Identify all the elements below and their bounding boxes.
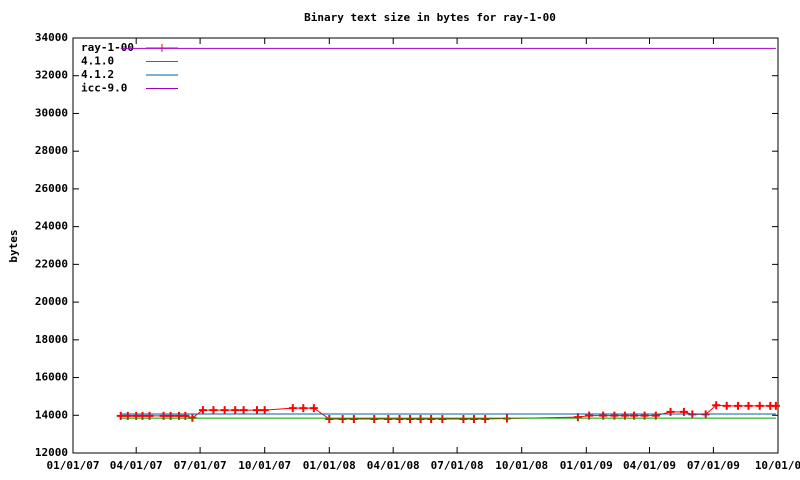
point-marker: [771, 401, 780, 410]
point-marker: [481, 415, 490, 424]
x-tick-label: 07/01/09: [687, 459, 740, 472]
x-tick-label: 01/01/07: [47, 459, 100, 472]
point-marker: [231, 406, 240, 415]
y-tick-label: 16000: [35, 371, 68, 384]
point-marker: [145, 411, 154, 420]
point-marker: [679, 407, 688, 416]
point-marker: [159, 411, 168, 420]
x-tick-label: 01/01/08: [303, 459, 356, 472]
y-tick-label: 34000: [35, 31, 68, 44]
point-marker: [198, 406, 207, 415]
y-tick-label: 24000: [35, 220, 68, 233]
y-tick-label: 14000: [35, 408, 68, 421]
x-tick-label: 10/01/08: [495, 459, 548, 472]
point-marker: [220, 406, 229, 415]
y-tick-label: 22000: [35, 257, 68, 270]
point-marker: [138, 411, 147, 420]
point-marker: [416, 415, 425, 424]
point-marker: [166, 411, 175, 420]
point-marker: [309, 404, 318, 413]
point-marker: [239, 406, 248, 415]
x-tick-label: 10/01/07: [238, 459, 291, 472]
y-tick-label: 12000: [35, 446, 68, 459]
point-marker: [712, 401, 721, 410]
point-marker: [252, 406, 261, 415]
point-marker: [299, 404, 308, 413]
plot-border: [72, 37, 779, 454]
point-marker: [755, 401, 764, 410]
point-marker: [733, 401, 742, 410]
x-tick-label: 04/01/09: [623, 459, 676, 472]
point-marker: [384, 415, 393, 424]
point-marker: [722, 401, 731, 410]
y-tick-label: 28000: [35, 144, 68, 157]
point-marker: [209, 406, 218, 415]
point-marker: [123, 411, 132, 420]
point-marker: [260, 406, 269, 415]
point-marker: [370, 415, 379, 424]
point-marker: [406, 415, 415, 424]
x-tick-label: 10/01/0: [755, 459, 800, 472]
point-marker: [744, 401, 753, 410]
y-axis-label: bytes: [7, 229, 20, 262]
point-marker: [349, 415, 358, 424]
legend-label: ray-1-00: [81, 41, 134, 54]
point-marker: [427, 415, 436, 424]
point-marker: [288, 404, 297, 413]
point-marker: [116, 411, 125, 420]
point-marker: [338, 415, 347, 424]
series-line: [120, 404, 776, 420]
chart-title: Binary text size in bytes for ray-1-00: [304, 11, 556, 24]
y-tick-label: 20000: [35, 295, 68, 308]
point-marker: [438, 415, 447, 424]
y-tick-label: 18000: [35, 333, 68, 346]
point-marker: [459, 415, 468, 424]
point-marker: [181, 411, 190, 420]
legend-label: 4.1.0: [81, 55, 114, 68]
point-marker: [469, 415, 478, 424]
x-tick-label: 04/01/08: [367, 459, 420, 472]
legend-label: 4.1.2: [81, 68, 114, 81]
point-marker: [666, 407, 675, 416]
x-tick-label: 04/01/07: [110, 459, 163, 472]
x-tick-label: 01/01/09: [560, 459, 613, 472]
point-marker: [395, 415, 404, 424]
y-tick-label: 32000: [35, 69, 68, 82]
legend-label: icc-9.0: [81, 82, 127, 95]
x-tick-label: 07/01/07: [174, 459, 227, 472]
y-tick-label: 30000: [35, 106, 68, 119]
y-tick-label: 26000: [35, 182, 68, 195]
x-tick-label: 07/01/08: [431, 459, 484, 472]
point-marker: [573, 413, 582, 422]
point-marker: [325, 415, 334, 424]
